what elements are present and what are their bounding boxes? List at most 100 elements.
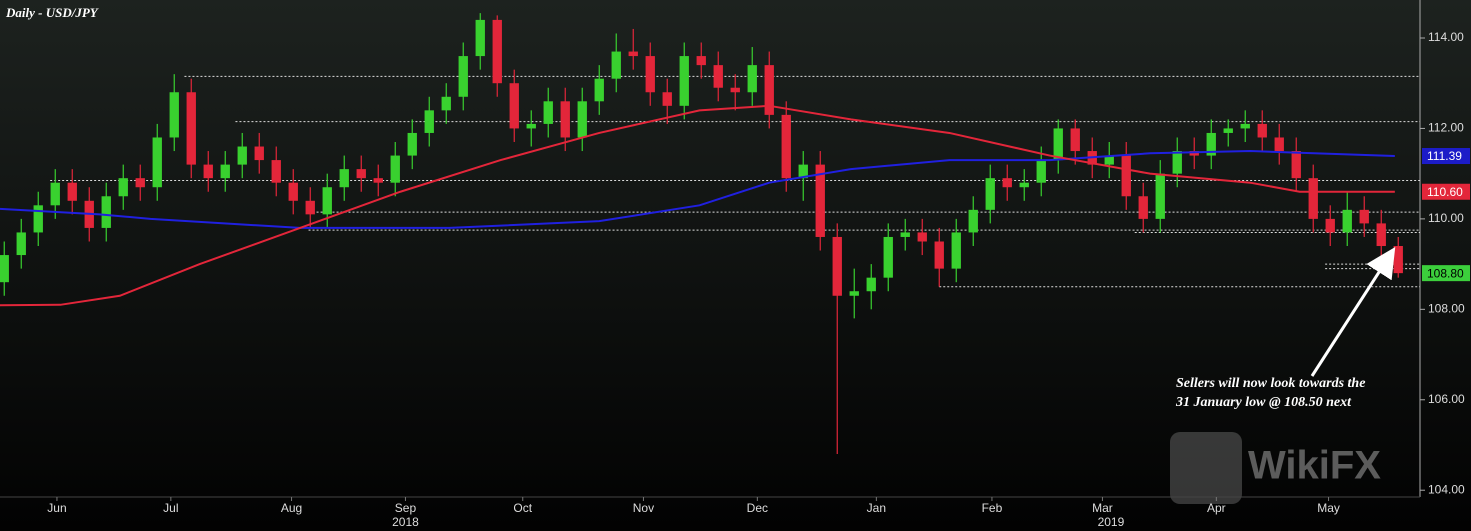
candle-body	[458, 56, 468, 97]
candle-body	[1223, 128, 1233, 133]
candle-body	[101, 196, 111, 228]
candle-body	[16, 232, 26, 256]
year-label: 2019	[1098, 515, 1125, 529]
last-value-label: 110.60	[1427, 185, 1463, 199]
candle-body	[67, 182, 77, 201]
candle-body	[696, 56, 706, 66]
candle-body	[985, 178, 995, 210]
annotation: Sellers will now look towards the	[1176, 376, 1365, 391]
candle-body	[1308, 178, 1318, 219]
candle-body	[356, 169, 366, 179]
candle-body	[407, 132, 417, 156]
candle-body	[390, 155, 400, 183]
y-tick-label: 112.00	[1428, 121, 1464, 135]
watermark-logo	[1170, 432, 1242, 504]
candle-body	[679, 56, 689, 106]
candle-body	[1053, 128, 1063, 161]
candle-body	[509, 83, 519, 129]
candle-body	[288, 182, 298, 201]
candle-body	[662, 92, 672, 106]
candle-body	[1104, 155, 1114, 165]
candle-body	[1121, 155, 1131, 197]
candle-body	[968, 209, 978, 233]
candle-body	[203, 164, 213, 179]
y-tick-label: 110.00	[1428, 211, 1464, 225]
candle-body	[628, 51, 638, 57]
candle-body	[1240, 123, 1250, 129]
candle-body	[560, 101, 570, 138]
watermark: WikiFX	[1248, 444, 1381, 488]
x-tick-label: Jun	[47, 501, 66, 515]
candle-body	[951, 232, 961, 269]
last-value-tag	[1422, 148, 1470, 165]
candle-body	[1274, 137, 1284, 152]
candle-body	[1019, 182, 1029, 188]
x-tick-label: Nov	[633, 501, 654, 515]
candle-body	[1138, 196, 1148, 219]
candle-body	[492, 19, 502, 84]
candle-body	[1376, 223, 1386, 247]
candle-body	[339, 169, 349, 188]
last-value-label: 111.39	[1427, 149, 1462, 163]
last-value-tag	[1422, 183, 1470, 200]
candle-body	[1155, 173, 1165, 219]
candle-body	[1325, 218, 1335, 233]
x-tick-label: Sep	[395, 501, 417, 515]
year-label: 2018	[392, 515, 419, 529]
candle-body	[0, 255, 9, 283]
last-value-label: 108.80	[1427, 266, 1464, 280]
candle-body	[271, 160, 281, 183]
x-tick-label: Mar	[1092, 501, 1113, 515]
moving-average	[0, 104, 1395, 307]
candle-body	[883, 236, 893, 278]
candle-body	[1172, 151, 1182, 174]
candle-body	[1206, 132, 1216, 156]
candle-body	[424, 110, 434, 133]
candle-body	[305, 200, 315, 215]
candle-body	[798, 164, 808, 179]
x-tick-label: May	[1317, 501, 1340, 515]
candle-body	[475, 19, 485, 57]
candle-body	[135, 178, 145, 188]
candle-body	[730, 87, 740, 93]
candle-body	[747, 65, 757, 93]
candle-body	[322, 187, 332, 215]
candle-body	[1257, 123, 1267, 138]
candle-body	[1002, 178, 1012, 188]
x-tick-label: Feb	[982, 501, 1003, 515]
x-tick-label: Dec	[747, 501, 768, 515]
candle-body	[543, 101, 553, 124]
candle-body	[237, 146, 247, 165]
candle-body	[917, 232, 927, 242]
candle-body	[1393, 246, 1403, 274]
y-tick-label: 108.00	[1428, 301, 1465, 315]
last-value-tag	[1422, 265, 1470, 282]
candle-body	[1070, 128, 1080, 152]
candle-body	[220, 164, 230, 179]
candle-body	[934, 241, 944, 269]
x-tick-label: Aug	[281, 501, 302, 515]
annotation: 31 January low @ 108.50 next	[1175, 395, 1352, 410]
candle-body	[1036, 160, 1046, 183]
candle-body	[781, 114, 791, 179]
candle-body	[526, 123, 536, 129]
candle-body	[1359, 209, 1369, 224]
candle-body	[849, 291, 859, 296]
y-tick-label: 114.00	[1428, 30, 1464, 44]
chart-title: Daily - USD/JPY	[5, 5, 99, 20]
candle-body	[832, 236, 842, 296]
candle-body	[33, 205, 43, 233]
candle-body	[186, 92, 196, 165]
candle-body	[441, 96, 451, 111]
candle-body	[764, 65, 774, 115]
candle-body	[594, 78, 604, 102]
candle-body	[373, 178, 383, 183]
moving-average	[0, 150, 1395, 229]
candle-body	[577, 101, 587, 138]
x-tick-label: Jul	[163, 501, 178, 515]
y-tick-label: 104.00	[1428, 482, 1465, 496]
candle-body	[1291, 151, 1301, 179]
x-tick-label: Apr	[1207, 501, 1226, 515]
